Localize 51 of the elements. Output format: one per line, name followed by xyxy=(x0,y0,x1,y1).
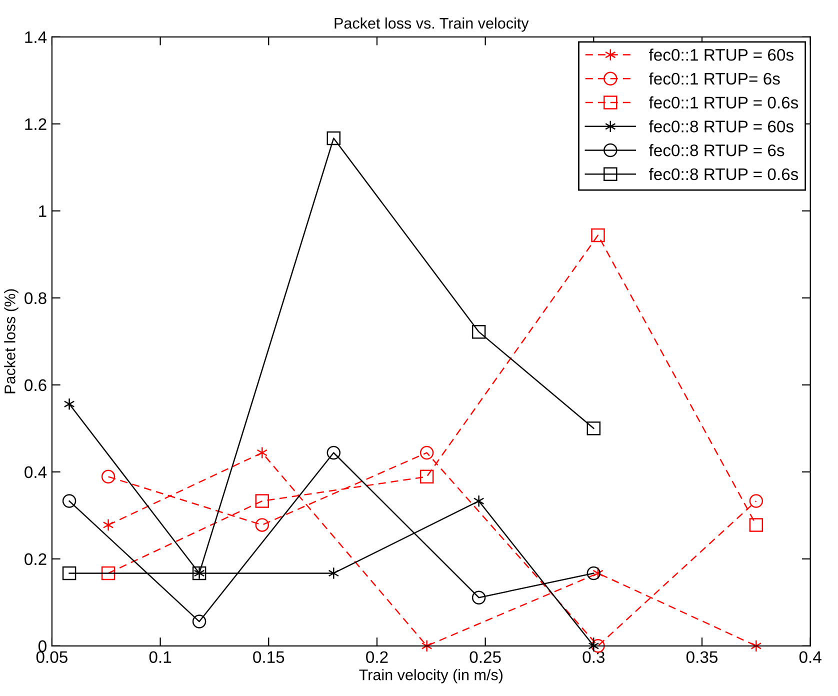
legend-label: fec0::8 RTUP = 6s xyxy=(648,144,784,156)
x-tick-label: 0.4 xyxy=(799,651,822,663)
y-tick-label: 0.6 xyxy=(24,379,46,392)
point xyxy=(101,566,116,580)
x-tick-label: 0.35 xyxy=(686,651,718,663)
chart-title: Packet loss vs. Train velocity xyxy=(334,17,529,32)
point xyxy=(64,398,75,410)
x-tick-label: 0.25 xyxy=(470,651,501,663)
legend-label: fec0::8 RTUP = 60s xyxy=(648,120,794,132)
point xyxy=(62,566,76,580)
point xyxy=(420,470,434,484)
point xyxy=(255,518,270,532)
point xyxy=(472,590,486,604)
point xyxy=(62,494,76,508)
point xyxy=(326,131,341,146)
point xyxy=(255,494,270,508)
point xyxy=(420,446,434,460)
point xyxy=(586,566,601,580)
point xyxy=(326,446,341,460)
y-tick-label: 1.4 xyxy=(25,31,47,43)
point xyxy=(750,640,762,652)
x-tick-label: 0.1 xyxy=(149,651,172,663)
point xyxy=(192,614,206,628)
y-tick-label: 1 xyxy=(39,205,46,217)
point xyxy=(256,446,268,459)
y-tick-label: 0.8 xyxy=(24,292,46,304)
x-tick-label: 0.3 xyxy=(582,651,605,663)
x-tick-label: 0.05 xyxy=(36,651,68,663)
point xyxy=(591,228,605,242)
point xyxy=(102,518,114,532)
point xyxy=(749,494,764,508)
x-tick-label: 0.2 xyxy=(366,651,388,663)
point xyxy=(101,470,116,484)
legend-label: fec0::1 RTUP = 60s xyxy=(648,48,794,61)
point xyxy=(421,640,432,652)
y-tick-label: 0 xyxy=(38,640,46,652)
y-tick-label: 0.4 xyxy=(24,466,47,478)
point xyxy=(473,494,484,508)
legend-label: fec0::1 RTUP = 0.6s xyxy=(648,96,798,109)
legend-label: fec0::1 RTUP= 6s xyxy=(648,72,780,85)
y-tick-label: 0.2 xyxy=(24,553,46,566)
point xyxy=(328,567,340,580)
y-axis-title: Packet loss (%) xyxy=(4,289,18,394)
x-tick-label: 0.15 xyxy=(253,651,284,663)
point xyxy=(472,324,486,339)
y-tick-label: 1.2 xyxy=(25,118,46,130)
point xyxy=(749,518,764,532)
point xyxy=(592,567,604,580)
legend-label: fec0::8 RTUP = 0.6s xyxy=(648,168,798,180)
x-axis-title: Train velocity (in m/s) xyxy=(359,669,502,684)
point xyxy=(586,422,601,436)
